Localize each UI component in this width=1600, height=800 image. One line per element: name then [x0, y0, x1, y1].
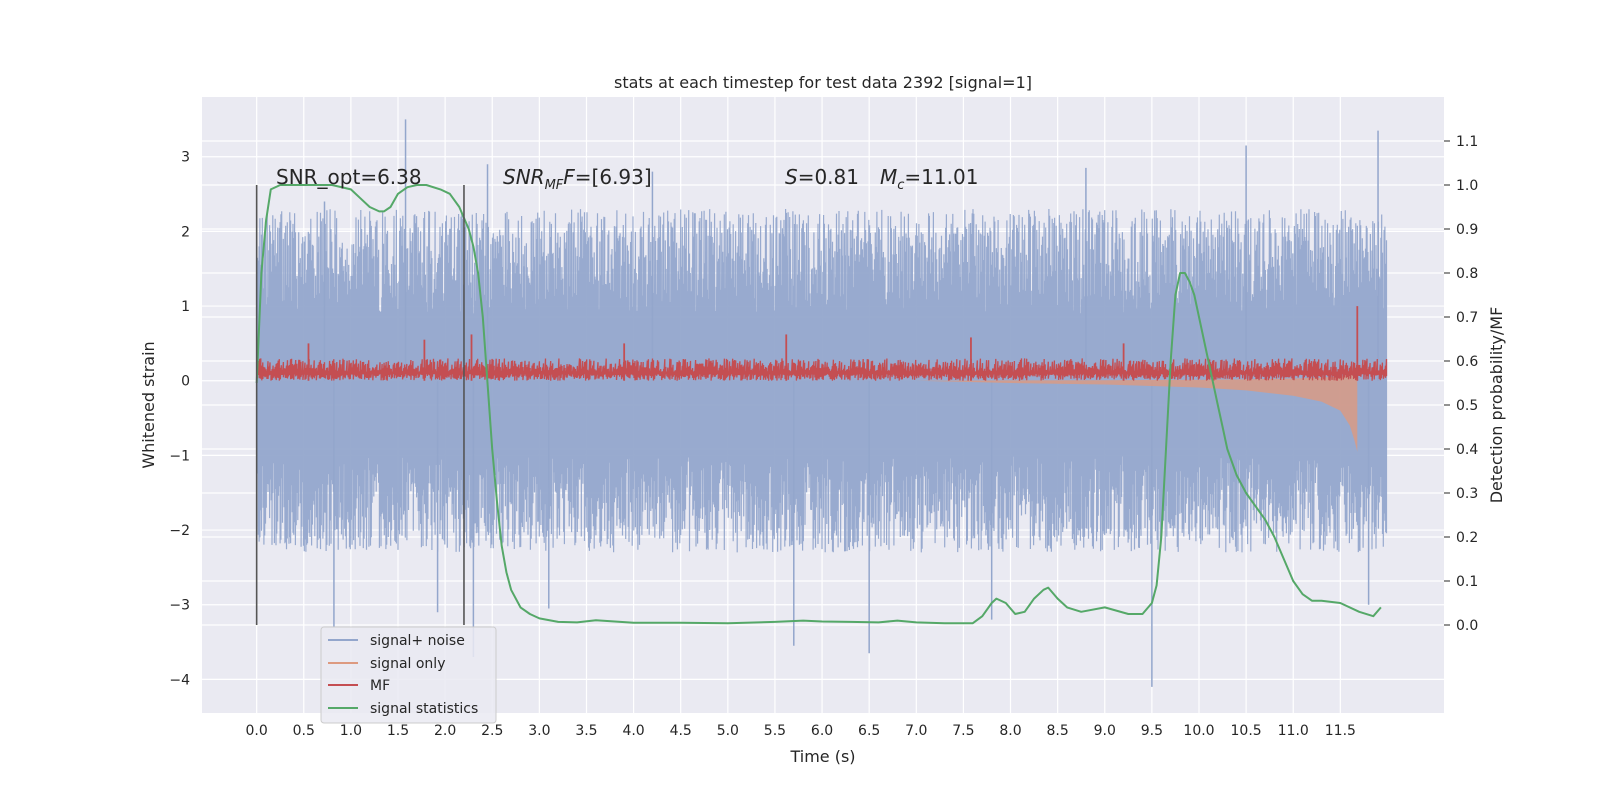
data-layer — [255, 119, 1388, 687]
ticks: 0.0 0.5 1.0 1.5 2.0 2.5 3.0 3.5 4.0 4.5 5.0 5.5 6.0 6… — [169, 134, 1478, 739]
y-axis-left-title: Whitened strain — [139, 341, 158, 468]
y-right-tick-label: 1.1 — [1456, 134, 1478, 150]
y-right-tick-label: 0.3 — [1456, 486, 1478, 502]
x-tick-label: 9.0 — [1094, 723, 1116, 739]
series-signal-only — [916, 370, 1358, 452]
x-tick-label: 1.0 — [340, 723, 362, 739]
x-tick-label: 11.5 — [1325, 723, 1356, 739]
legend-label-signal-statistics: signal statistics — [370, 701, 478, 717]
x-tick-label: 7.0 — [905, 723, 927, 739]
y-right-tick-label: 0.2 — [1456, 530, 1478, 546]
x-tick-label: 6.0 — [811, 723, 833, 739]
x-tick-label: 9.5 — [1141, 723, 1163, 739]
x-tick-label: 0.5 — [293, 723, 315, 739]
x-tick-label: 3.0 — [528, 723, 550, 739]
y-left-tick-label: −3 — [169, 598, 190, 614]
annotation-mc-value: =11.01 — [904, 165, 978, 189]
x-tick-label: 10.5 — [1231, 723, 1262, 739]
annotation-snr-mf-symbol: SNR — [503, 165, 545, 189]
y-axis-right-title: Detection probability/MF — [1487, 307, 1506, 504]
y-left-tick-label: 0 — [181, 374, 190, 390]
x-tick-label: 7.5 — [952, 723, 974, 739]
x-tick-label: 4.5 — [670, 723, 692, 739]
annotation-s-symbol: S — [785, 165, 798, 189]
y-left-tick-label: −2 — [169, 523, 190, 539]
y-right-tick-label: 0.5 — [1456, 398, 1478, 414]
y-right-tick-label: 1.0 — [1456, 178, 1478, 194]
x-tick-label: 8.5 — [1047, 723, 1069, 739]
series-signal-statistics — [255, 184, 1382, 625]
x-tick-label: 2.0 — [434, 723, 456, 739]
annotation-snr-mf-subscript: MF — [545, 178, 564, 193]
annotation-s: S=0.81 — [785, 165, 859, 189]
legend-label-mf: MF — [370, 678, 390, 694]
x-tick-label: 11.0 — [1278, 723, 1309, 739]
annotation-snr-mf-f: F — [563, 165, 575, 189]
x-axis-title: Time (s) — [789, 747, 855, 766]
y-right-tick-label: 0.9 — [1456, 222, 1478, 238]
legend-label-signal-noise: signal+ noise — [370, 633, 465, 649]
annotation-snr-opt: SNR_opt=6.38 — [276, 165, 422, 189]
x-tick-label: 6.5 — [858, 723, 880, 739]
legend-box — [320, 626, 497, 724]
x-tick-label: 8.0 — [999, 723, 1021, 739]
series-signal-noise — [256, 208, 1388, 553]
x-tick-label: 5.5 — [764, 723, 786, 739]
annotation-mc: Mc=11.01 — [880, 165, 978, 193]
x-tick-label: 4.0 — [622, 723, 644, 739]
y-right-tick-label: 0.7 — [1456, 310, 1478, 326]
x-tick-label: 1.5 — [387, 723, 409, 739]
y-left-tick-label: 1 — [181, 299, 190, 315]
x-tick-label: 2.5 — [481, 723, 503, 739]
y-right-tick-label: 0.1 — [1456, 574, 1478, 590]
x-tick-label: 3.5 — [575, 723, 597, 739]
series-mf — [256, 358, 1388, 381]
vertical-markers — [255, 185, 465, 625]
annotation-snr-mf-value: =[6.93] — [575, 165, 652, 189]
y-right-tick-label: 0.8 — [1456, 266, 1478, 282]
x-tick-label: 0.0 — [246, 723, 268, 739]
x-tick-label: 10.0 — [1183, 723, 1214, 739]
y-right-tick-label: 0.0 — [1456, 618, 1478, 634]
chart-title: stats at each timestep for test data 239… — [614, 73, 1032, 92]
annotation-mc-subscript: c — [897, 178, 904, 193]
annotation-s-value: =0.81 — [798, 165, 859, 189]
y-left-tick-label: −1 — [169, 448, 190, 464]
y-right-tick-label: 0.6 — [1456, 354, 1478, 370]
legend: signal+ noise signal only MF signal stat… — [320, 626, 497, 724]
x-tick-label: 5.0 — [717, 723, 739, 739]
annotation-mc-symbol: M — [880, 165, 897, 189]
y-left-tick-label: 2 — [181, 224, 190, 240]
legend-label-signal-only: signal only — [370, 656, 445, 672]
y-right-tick-label: 0.4 — [1456, 442, 1478, 458]
annotation-snr-mf: SNRMFF=[6.93] — [503, 165, 652, 193]
y-left-tick-label: 3 — [181, 150, 190, 166]
y-left-tick-label: −4 — [169, 672, 190, 688]
